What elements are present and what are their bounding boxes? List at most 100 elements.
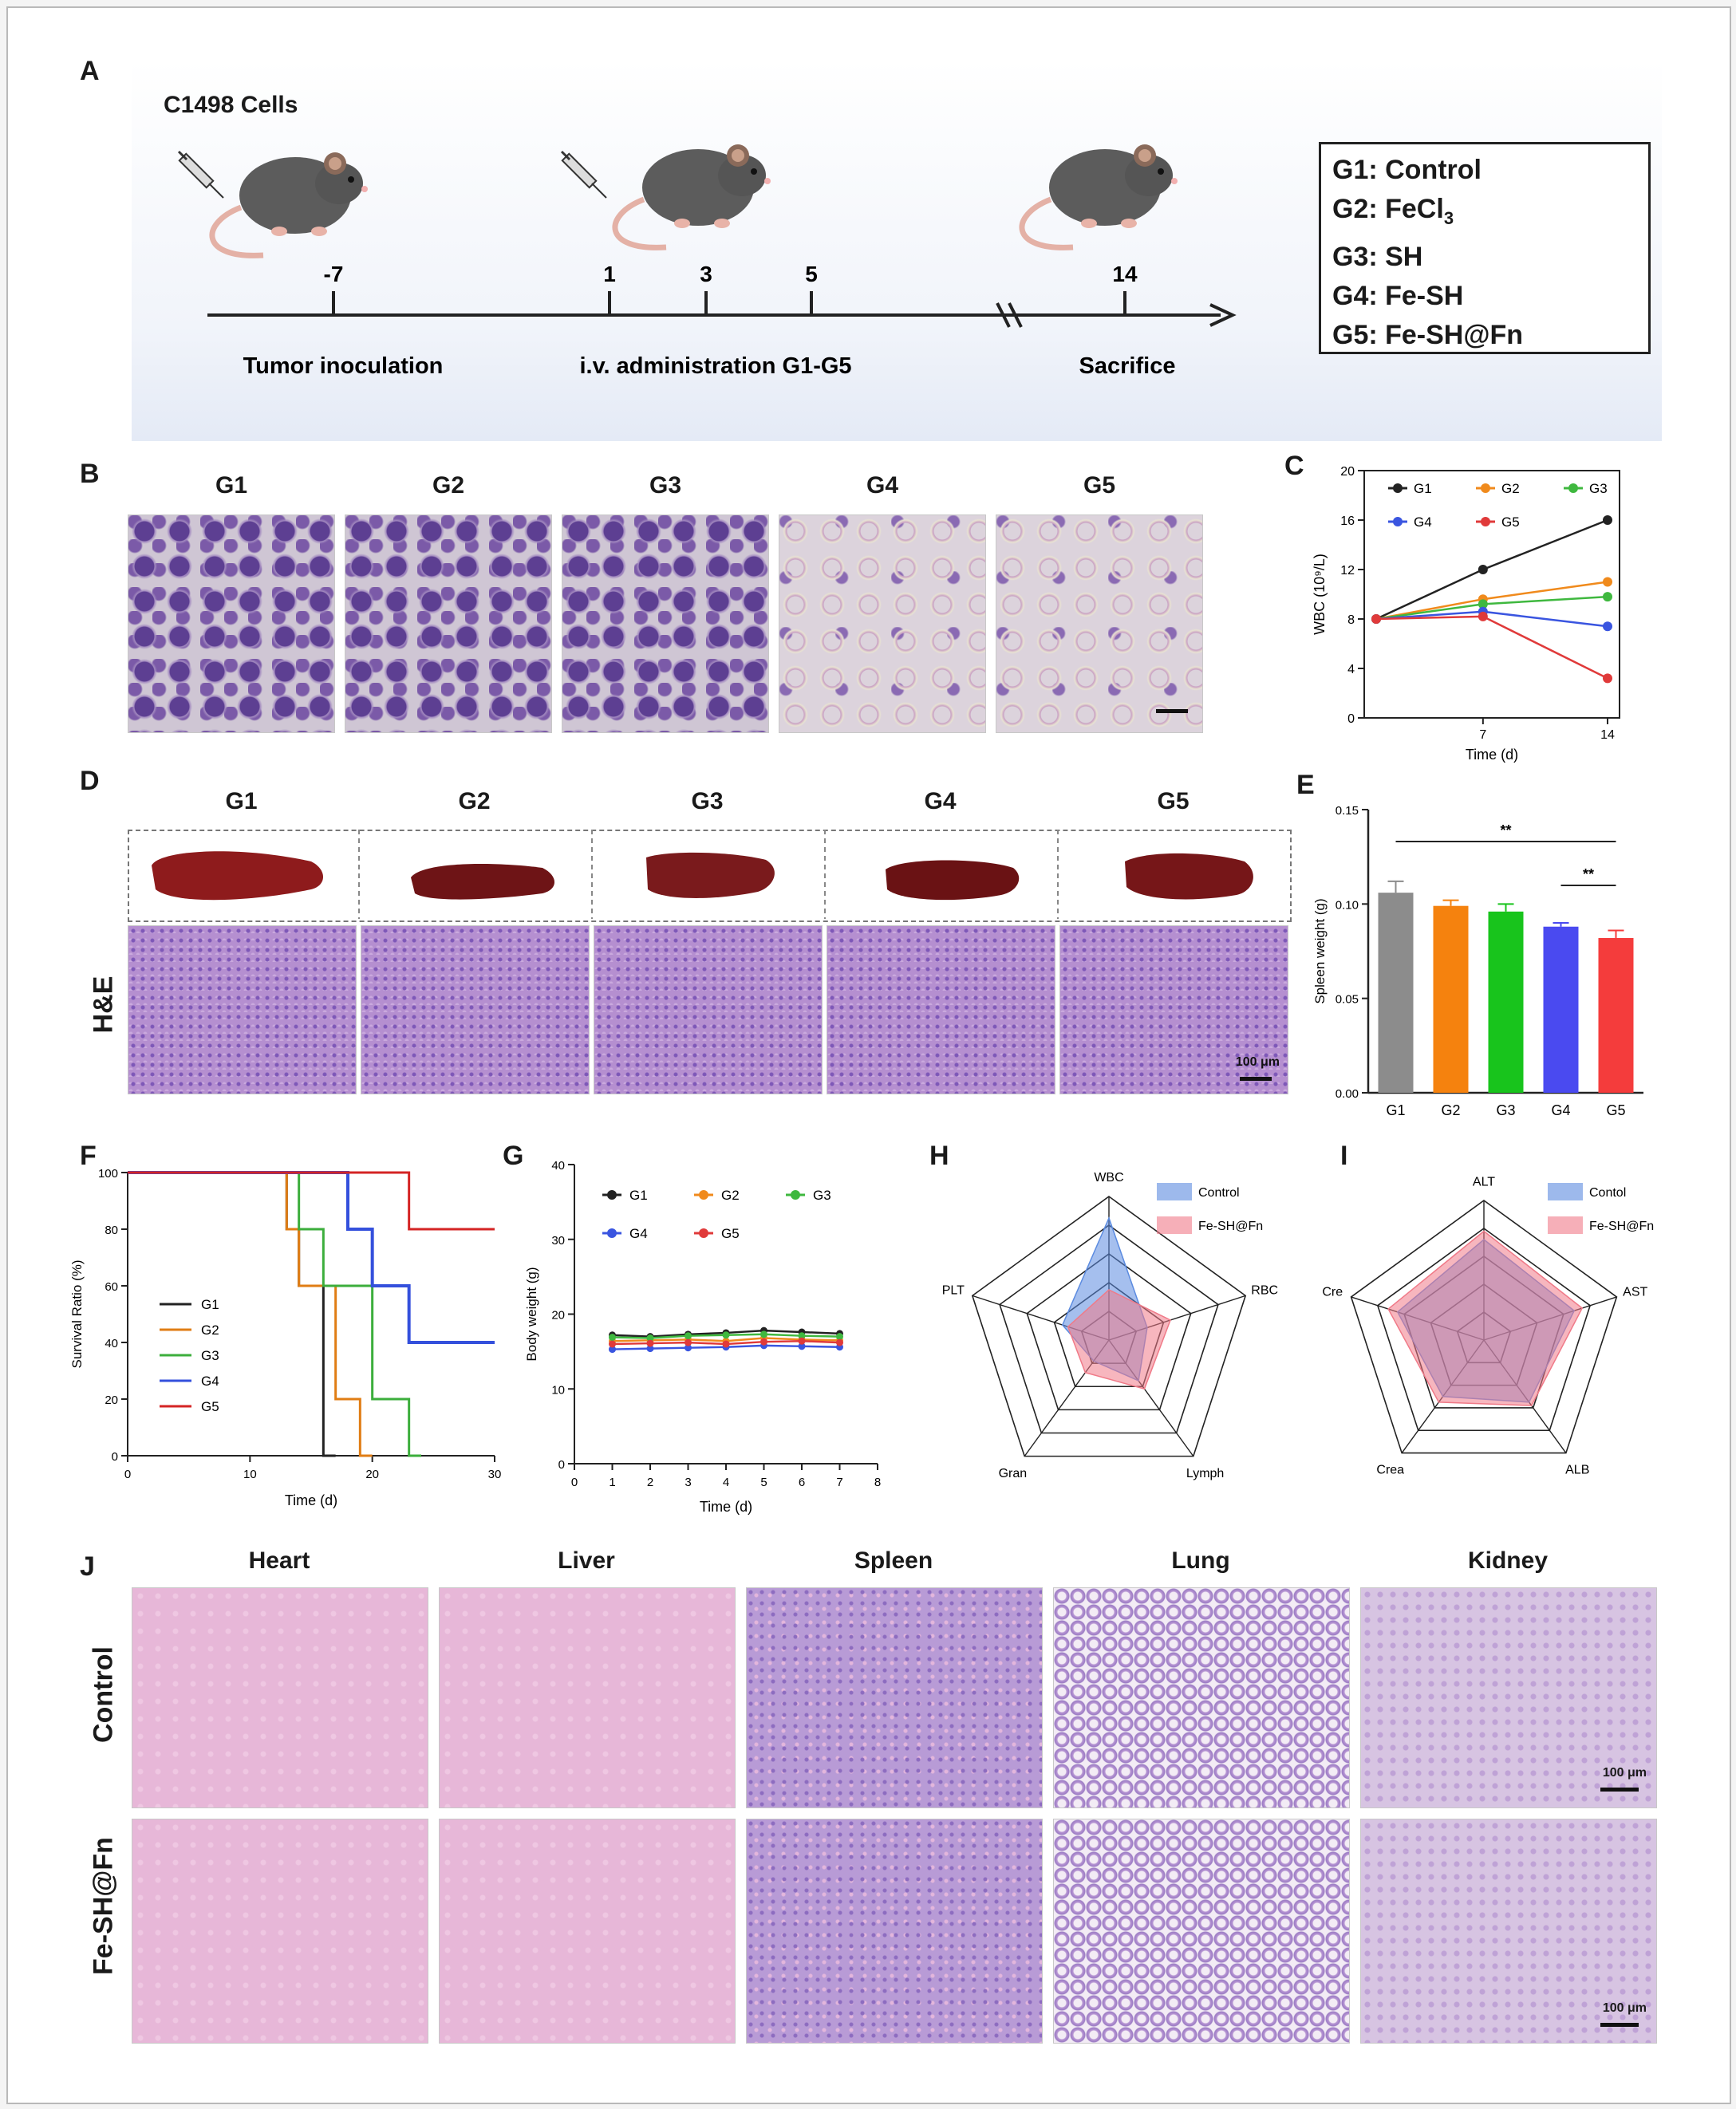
c-ytick-label: 12: [1340, 564, 1355, 578]
g-point-g5: [685, 1338, 692, 1346]
g-point-g5: [722, 1340, 730, 1348]
spleen-g1: [152, 851, 323, 901]
blood-smear-g5: [996, 514, 1203, 733]
spleen-photos-svg: [152, 830, 1253, 919]
c-point-g3: [1603, 592, 1612, 602]
c-legend-label: G1: [1414, 481, 1432, 496]
stage-administration: i.v. administration G1-G5: [579, 353, 851, 379]
c-ytick-label: 8: [1347, 613, 1355, 627]
c-ytick-label: 16: [1340, 514, 1355, 528]
panel-label-a: A: [80, 56, 100, 86]
spleen-g3: [646, 852, 775, 898]
j-fesh-liver: [439, 1819, 736, 2044]
he-row-label: H&E: [88, 976, 119, 1034]
timeline-svg: -7 1 3 5 14 Tumor inoculation i.v. admin…: [177, 60, 1237, 379]
e-bar-g3: [1488, 911, 1524, 1093]
blood-smear-g4: [779, 514, 986, 733]
e-xtick-label: G4: [1551, 1102, 1570, 1118]
d-header-g1: G1: [225, 788, 258, 814]
f-xtick-label: 30: [488, 1468, 502, 1481]
b-header-g2: G2: [432, 472, 465, 499]
legend-g5: G5: Fe-SH@Fn: [1332, 319, 1524, 350]
mouse-3-icon: [1022, 144, 1178, 247]
g-xtick-label: 7: [836, 1476, 842, 1489]
f-ylabel: Survival Ratio (%): [69, 1259, 85, 1368]
g-xtick-label: 1: [609, 1476, 615, 1489]
g-point-g3: [722, 1331, 730, 1339]
c-ytick-label: 4: [1347, 663, 1355, 676]
g-xtick-label: 5: [760, 1476, 767, 1489]
c-xtick-label: 14: [1600, 728, 1615, 742]
g-point-g3: [646, 1334, 654, 1342]
g-xtick-label: 6: [799, 1476, 805, 1489]
f-legend-label: G4: [201, 1374, 219, 1389]
legend-g2-text: G2: FeCl: [1332, 194, 1444, 224]
c-legend-marker: [1481, 517, 1490, 526]
f-curve-g5: [128, 1171, 495, 1231]
c-legend-marker: [1393, 517, 1403, 526]
j-fesh-heart: [132, 1819, 428, 2044]
f-ytick-label: 100: [98, 1167, 118, 1181]
i-axis-label: Cre: [1322, 1285, 1343, 1299]
i-legend-label: Fe-SH@Fn: [1589, 1220, 1654, 1233]
h-legend-label: Fe-SH@Fn: [1198, 1220, 1263, 1233]
g-legend-marker: [699, 1190, 708, 1200]
spleen-g5: [1125, 853, 1253, 900]
g-point-g3: [685, 1332, 692, 1340]
e-sig-label-1: **: [1500, 822, 1511, 838]
d-header-g2: G2: [458, 788, 491, 814]
i-legend-swatch: [1548, 1183, 1583, 1200]
c-legend-label: G4: [1414, 514, 1432, 530]
chart-g: 0 10 20 30 40 0 1 2 3 4 5 6 7 8 Time (d) Body weight (g…: [524, 1159, 881, 1515]
tick-14: 14: [1112, 262, 1138, 286]
c-legend-label: G5: [1501, 514, 1520, 530]
panel-label-j: J: [80, 1551, 95, 1582]
tick-1: 1: [603, 262, 616, 286]
c-legend-label: G3: [1589, 481, 1608, 496]
e-xtick-label: G1: [1386, 1102, 1405, 1118]
g-ylabel: Body weight (g): [524, 1267, 539, 1361]
h-axis-label: Gran: [999, 1467, 1028, 1480]
h-legend-swatch: [1157, 1216, 1192, 1234]
h-axis-label: WBC: [1094, 1171, 1123, 1185]
e-bar-g1: [1378, 893, 1414, 1093]
d-header-g3: G3: [691, 788, 724, 814]
spleen-photo-row: [128, 830, 1292, 922]
g-legend-label: G3: [813, 1188, 831, 1203]
h-grid-ring: [1026, 1253, 1192, 1411]
g-point-g3: [760, 1330, 767, 1338]
h-axis-label: Lymph: [1186, 1467, 1224, 1480]
i-legend-swatch: [1548, 1216, 1583, 1234]
j-control-lung: [1053, 1587, 1350, 1808]
scale-bar-j2: [1600, 2023, 1639, 2027]
groups-legend: G1: Control G2: FeCl3 G3: SH G4: Fe-SH G…: [1319, 142, 1651, 354]
g-ytick-label: 30: [551, 1234, 565, 1248]
stage-sacrifice: Sacrifice: [1079, 353, 1176, 379]
g-legend-label: G1: [629, 1188, 648, 1203]
g-xtick-label: 0: [571, 1476, 578, 1489]
b-header-g4: G4: [866, 472, 899, 499]
g-legend-marker: [607, 1190, 617, 1200]
g-point-g4: [646, 1345, 654, 1353]
panel-label-i: I: [1340, 1141, 1348, 1171]
cells-label: C1498 Cells: [164, 92, 298, 118]
chart-i: ALT AST ALB Crea Cre Contol Fe-SH@Fn: [1322, 1176, 1654, 1477]
i-axis-label: ALB: [1565, 1463, 1589, 1476]
spleen-g4: [886, 860, 1020, 901]
g-legend-marker: [607, 1228, 617, 1238]
g-point-g5: [609, 1340, 616, 1348]
f-legend-label: G2: [201, 1323, 219, 1338]
f-curve-g4: [128, 1171, 495, 1344]
c-legend-marker: [1568, 483, 1578, 493]
j-control-heart: [132, 1587, 428, 1808]
i-axis-label: Crea: [1376, 1463, 1404, 1476]
panel-label-b: B: [80, 459, 100, 489]
c-legend-marker: [1481, 483, 1490, 493]
e-xtick-label: G2: [1441, 1102, 1460, 1118]
he-g1: [128, 925, 357, 1094]
g-point-g3: [798, 1332, 806, 1340]
tick-5: 5: [805, 262, 818, 286]
h-grid-ring: [999, 1224, 1219, 1434]
c-point-g1: [1603, 515, 1612, 525]
c-point-g1: [1478, 565, 1488, 574]
